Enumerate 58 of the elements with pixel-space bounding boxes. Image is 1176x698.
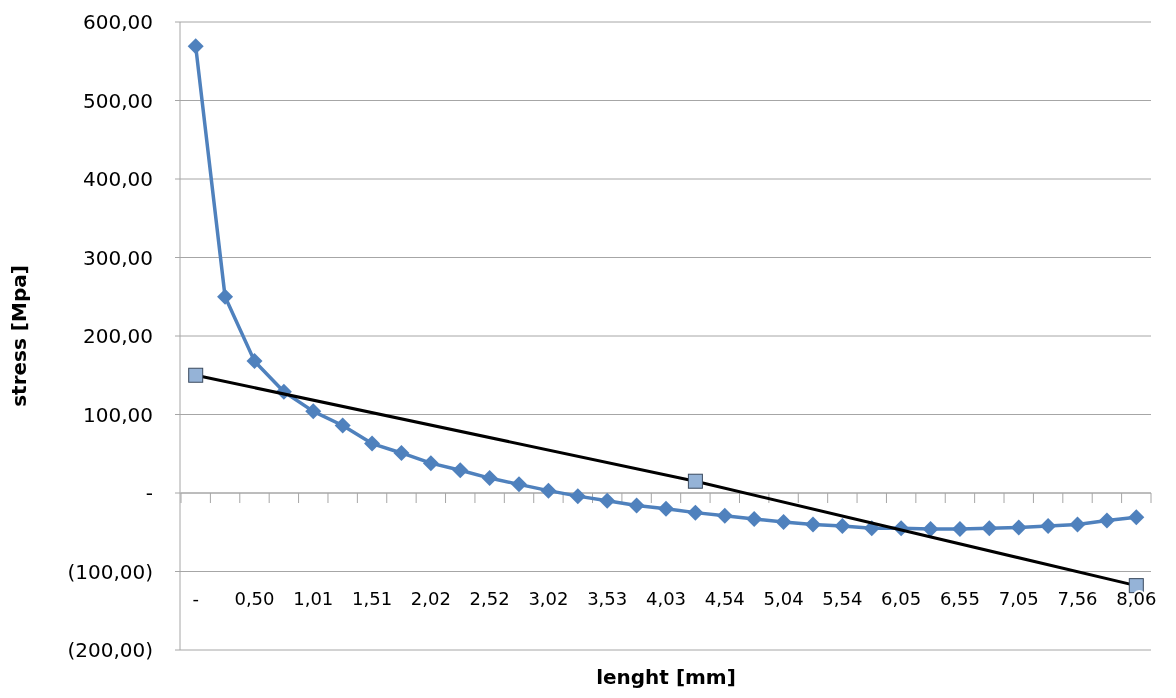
point — [804, 516, 821, 533]
point — [393, 444, 410, 461]
point — [540, 482, 557, 499]
x-tick-label: 1,01 — [293, 588, 334, 609]
x-tick-label: 3,53 — [587, 588, 628, 609]
y-axis-title: stress [Mpa] — [7, 265, 31, 407]
x-tick-label: 3,02 — [528, 588, 569, 609]
point — [1128, 509, 1145, 526]
y-tick-label: 200,00 — [83, 324, 153, 348]
x-tick-label: 2,52 — [469, 588, 510, 609]
x-tick-label: 7,56 — [1057, 588, 1098, 609]
point — [1069, 516, 1086, 533]
point — [834, 517, 851, 534]
y-tick-label: (100,00) — [67, 559, 153, 584]
x-tick-label: 8,06 — [1116, 588, 1157, 609]
point — [951, 521, 968, 538]
point — [775, 514, 792, 531]
point — [334, 417, 351, 434]
point — [217, 288, 234, 305]
point — [922, 521, 939, 538]
point — [746, 510, 763, 527]
x-tick-label: 4,03 — [645, 588, 687, 609]
point — [422, 455, 439, 472]
x-tick-label: 5,04 — [763, 588, 804, 609]
point — [511, 476, 528, 493]
y-tick-label: 100,00 — [83, 402, 153, 427]
point — [628, 497, 645, 514]
point — [599, 492, 616, 509]
point — [246, 353, 263, 370]
x-tick-label: 4,54 — [704, 588, 745, 609]
x-tick-label: 7,05 — [998, 588, 1039, 609]
point — [687, 504, 704, 521]
point — [716, 507, 733, 524]
point — [364, 435, 381, 452]
x-tick-label: 0,50 — [234, 588, 275, 609]
point — [305, 403, 322, 420]
point — [481, 470, 498, 487]
x-tick-label: 5,54 — [822, 588, 863, 609]
point — [1098, 512, 1115, 529]
x-tick-label: 6,55 — [939, 588, 980, 609]
x-axis-title: lenght [mm] — [596, 665, 736, 689]
y-tick-label: (200,00) — [67, 638, 153, 662]
x-tick-label: 6,05 — [881, 588, 922, 609]
x-tick-label: - — [192, 588, 199, 609]
point — [1040, 517, 1057, 534]
y-tick-label: 400,00 — [83, 167, 153, 191]
point — [452, 462, 469, 479]
point — [569, 488, 586, 505]
y-tick-label: 600,00 — [83, 10, 153, 34]
y-tick-label: 500,00 — [83, 88, 153, 113]
point — [981, 520, 998, 537]
x-tick-label: 2,02 — [410, 588, 451, 609]
point — [1010, 519, 1027, 536]
point — [187, 38, 204, 55]
y-tick-label: 300,00 — [83, 245, 153, 270]
point — [658, 500, 674, 517]
x-tick-label: 1,51 — [352, 588, 393, 609]
y-tick-label: - — [145, 481, 153, 505]
